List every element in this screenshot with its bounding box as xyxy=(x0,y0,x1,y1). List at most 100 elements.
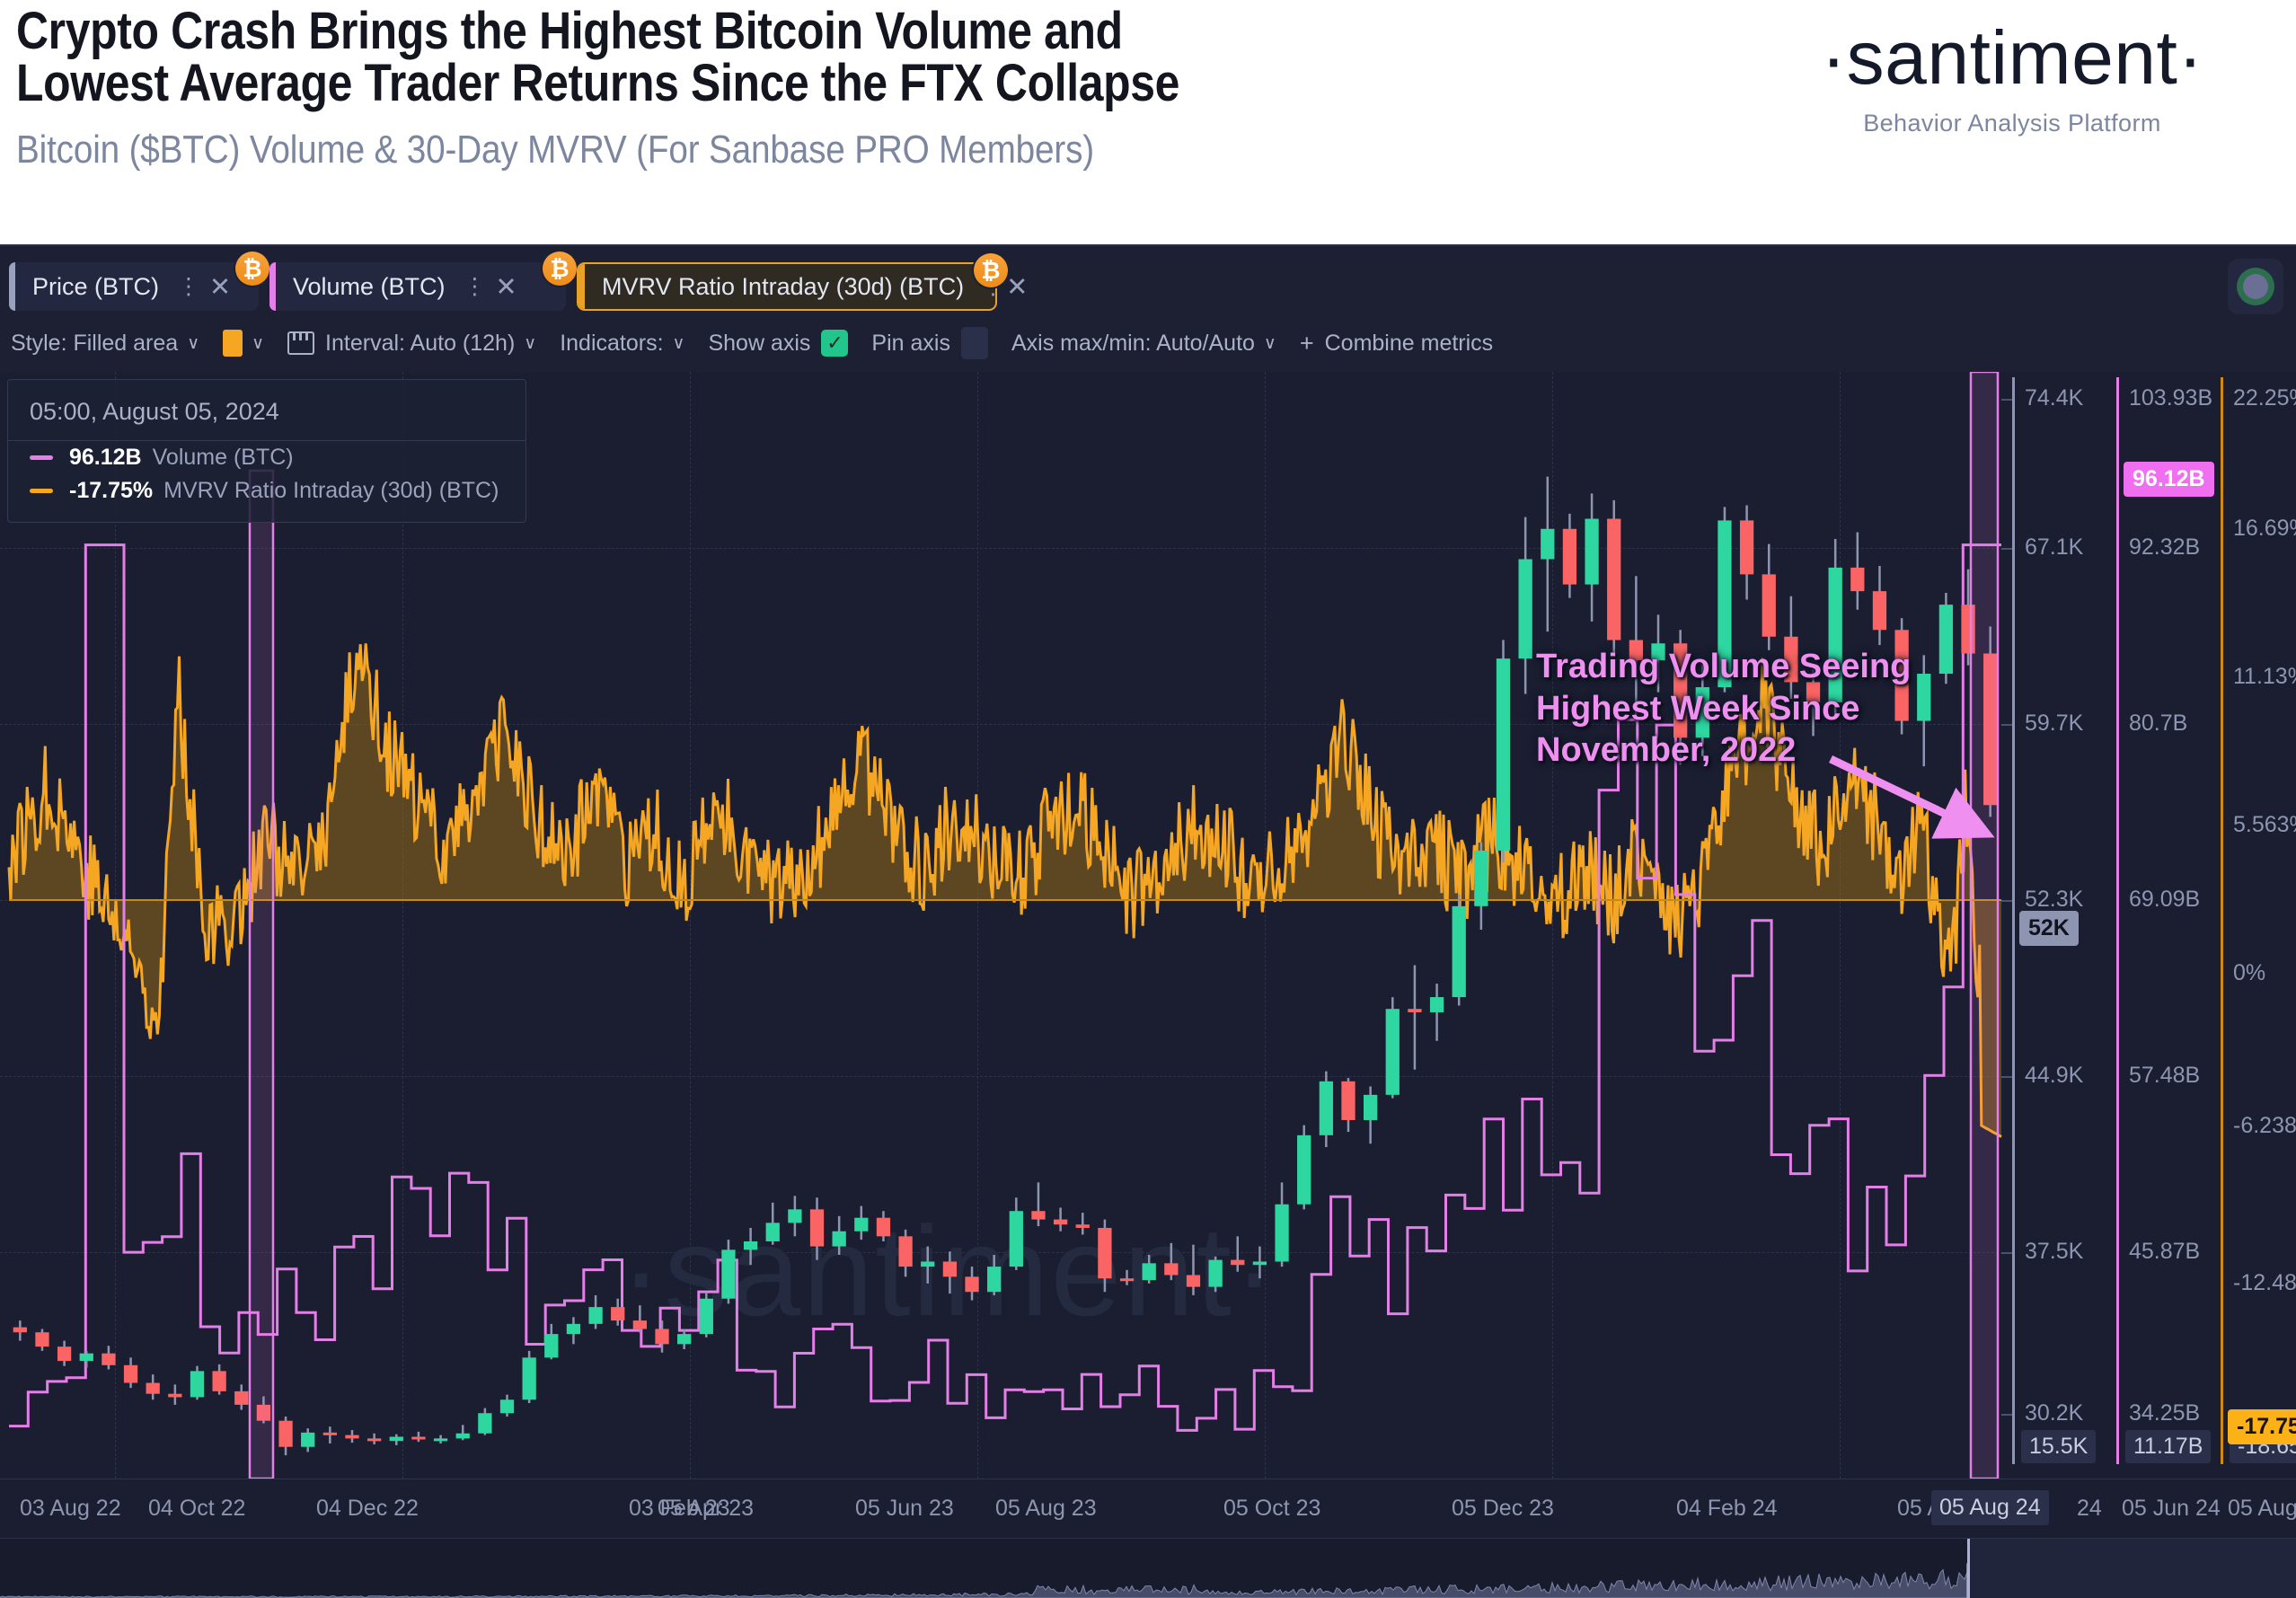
bitcoin-icon: ₿ xyxy=(235,252,269,286)
axis-volume[interactable]: 103.93B 92.32B 80.7B 69.09B 57.48B 45.87B 34.2… xyxy=(2116,372,2214,1479)
axis-cursor-value: 96.12B xyxy=(2124,462,2214,497)
candle-body xyxy=(301,1432,315,1447)
axis-line xyxy=(2221,377,2223,1464)
tab-volume-btc[interactable]: Volume (BTC) ⋮ ✕ ₿ xyxy=(269,252,577,311)
axis-tick-label: 52.3K xyxy=(2025,887,2084,912)
candle-body xyxy=(57,1346,72,1362)
close-icon[interactable]: ✕ xyxy=(208,272,232,302)
axis-cursor-value: -17.75% xyxy=(2228,1409,2296,1444)
status-dot-icon xyxy=(2243,274,2268,299)
style-selector[interactable]: Style: Filled area ∨ xyxy=(11,331,199,357)
axis-tick-label: 67.1K xyxy=(2025,534,2084,560)
interval-label: Interval: Auto (12h) xyxy=(325,330,516,356)
navigator-history-area xyxy=(0,1551,2296,1598)
cursor-highlight-band xyxy=(1969,372,2000,1479)
candle-body xyxy=(809,1209,825,1247)
navigator-sparkline xyxy=(0,1549,2296,1598)
x-axis-tick-label: 04 Oct 22 xyxy=(148,1496,246,1521)
candle-body xyxy=(366,1438,382,1442)
legend-date: 05:00, August 05, 2024 xyxy=(8,380,525,441)
candle-body xyxy=(1363,1094,1378,1120)
candle-body xyxy=(1518,559,1532,659)
candle-body xyxy=(876,1217,891,1237)
candle-body xyxy=(1164,1263,1179,1276)
combine-metrics-label: Combine metrics xyxy=(1324,330,1494,356)
candle-body xyxy=(1119,1278,1135,1282)
annotation-arrow-pink-icon xyxy=(1829,755,1995,839)
x-axis-tick-label: 04 Feb 24 xyxy=(1676,1496,1778,1521)
x-axis[interactable]: 03 Aug 22 04 Oct 22 04 Dec 22 03 Feb 23 05 A… xyxy=(0,1479,2296,1538)
tab-price-btc[interactable]: Price (BTC) ⋮ ✕ ₿ xyxy=(9,252,269,311)
candle-body xyxy=(1208,1259,1223,1287)
tab-label: Price (BTC) xyxy=(32,272,159,300)
annotation-volume: Trading Volume Seeing Highest Week Since… xyxy=(1536,648,1912,770)
candle-body xyxy=(1319,1081,1333,1135)
axis-tick-label: -6.238% xyxy=(2233,1113,2296,1138)
candle-body xyxy=(1385,1009,1400,1095)
tab-menu-icon[interactable]: ⋮ xyxy=(177,273,200,299)
interval-selector[interactable]: Interval: Auto (12h) ∨ xyxy=(287,331,536,357)
indicators-selector[interactable]: Indicators: ∨ xyxy=(560,331,684,357)
navigator-selection-handle[interactable] xyxy=(1967,1539,2296,1598)
page-title: Crypto Crash Brings the Highest Bitcoin … xyxy=(16,2,1180,112)
candle-body xyxy=(13,1327,27,1333)
legend-row-mvrv: -17.75% MVRV Ratio Intraday (30d) (BTC) xyxy=(8,474,525,522)
axis-mvrv[interactable]: 22.25% 16.69% 11.13% 5.563% 0% -6.238% -12.48%… xyxy=(2221,372,2296,1479)
candle-body xyxy=(898,1236,913,1267)
candle-body xyxy=(1541,528,1555,560)
x-axis-cursor-label: 05 Aug 24 xyxy=(1931,1490,2049,1525)
axis-minmax-selector[interactable]: Axis max/min: Auto/Auto ∨ xyxy=(1011,331,1276,357)
candle-body xyxy=(1673,643,1688,738)
show-axis-toggle[interactable]: Show axis ✓ xyxy=(708,330,849,357)
color-selector[interactable]: ∨ xyxy=(223,330,264,357)
close-icon[interactable]: ✕ xyxy=(1006,272,1029,302)
axis-tick-label: -12.48% xyxy=(2233,1270,2296,1295)
candle-body xyxy=(1009,1211,1023,1267)
candle-body xyxy=(1429,997,1444,1012)
candle-body xyxy=(611,1307,625,1321)
axis-tick-label: 103.93B xyxy=(2129,385,2213,411)
axis-tick-label: 34.25B xyxy=(2129,1400,2201,1426)
candle-body xyxy=(411,1436,426,1440)
tab-menu-icon[interactable]: ⋮ xyxy=(464,273,487,299)
price-candlestick-series xyxy=(13,476,1998,1456)
page-subtitle: Bitcoin ($BTC) Volume & 30-Day MVRV (For… xyxy=(16,128,1095,172)
legend-value: 96.12B xyxy=(69,445,142,470)
x-axis-tick-label: 05 Apr 23 xyxy=(658,1496,755,1521)
legend-value: -17.75% xyxy=(69,478,154,503)
page-header: Crypto Crash Brings the Highest Bitcoin … xyxy=(0,0,2296,244)
chart-plot-area[interactable]: ·santiment· 05:00, August 05, 2024 96.12… xyxy=(0,372,2296,1538)
pin-axis-toggle[interactable]: Pin axis xyxy=(871,327,988,359)
chevron-down-icon: ∨ xyxy=(187,333,200,353)
candle-body xyxy=(102,1353,116,1365)
axis-price[interactable]: 74.4K67.1K59.7K52.3K44.9K37.5K30.2K22.8K… xyxy=(2001,372,2106,1479)
axis-minor-tick xyxy=(2001,1414,2012,1416)
chart-navigator[interactable] xyxy=(0,1538,2296,1598)
candle-body xyxy=(1275,1204,1289,1262)
candle-body xyxy=(1496,658,1511,851)
close-icon[interactable]: ✕ xyxy=(495,272,517,302)
x-axis-tick-label: 05 Dec 23 xyxy=(1452,1496,1554,1521)
candle-body xyxy=(1341,1081,1356,1120)
combine-metrics-button[interactable]: + Combine metrics xyxy=(1300,330,1493,358)
candle-body xyxy=(1098,1227,1112,1279)
legend-color-swatch xyxy=(30,455,53,460)
legend-row-volume: 96.12B Volume (BTC) xyxy=(8,441,525,474)
axis-minor-tick xyxy=(2001,399,2012,401)
candle-body xyxy=(1607,518,1621,640)
axis-minor-tick xyxy=(2001,1252,2012,1254)
candle-body xyxy=(455,1433,470,1439)
legend-series-name: Volume (BTC) xyxy=(152,445,294,470)
candle-body xyxy=(1585,518,1599,585)
axis-minor-tick xyxy=(2001,1076,2012,1078)
candle-body xyxy=(699,1298,713,1335)
bitcoin-icon: ₿ xyxy=(543,252,577,286)
tab-mvrv-ratio-intraday-30d-btc[interactable]: MVRV Ratio Intraday (30d) (BTC) ⋮ ✕ ₿ xyxy=(577,253,1028,311)
show-axis-label: Show axis xyxy=(708,330,811,356)
candle-body xyxy=(1938,605,1954,675)
status-indicator-button[interactable] xyxy=(2228,259,2283,314)
axis-line xyxy=(2116,377,2119,1464)
axis-tick-label: 92.32B xyxy=(2129,534,2201,560)
candle-body xyxy=(1850,567,1865,592)
candle-body xyxy=(677,1334,692,1345)
